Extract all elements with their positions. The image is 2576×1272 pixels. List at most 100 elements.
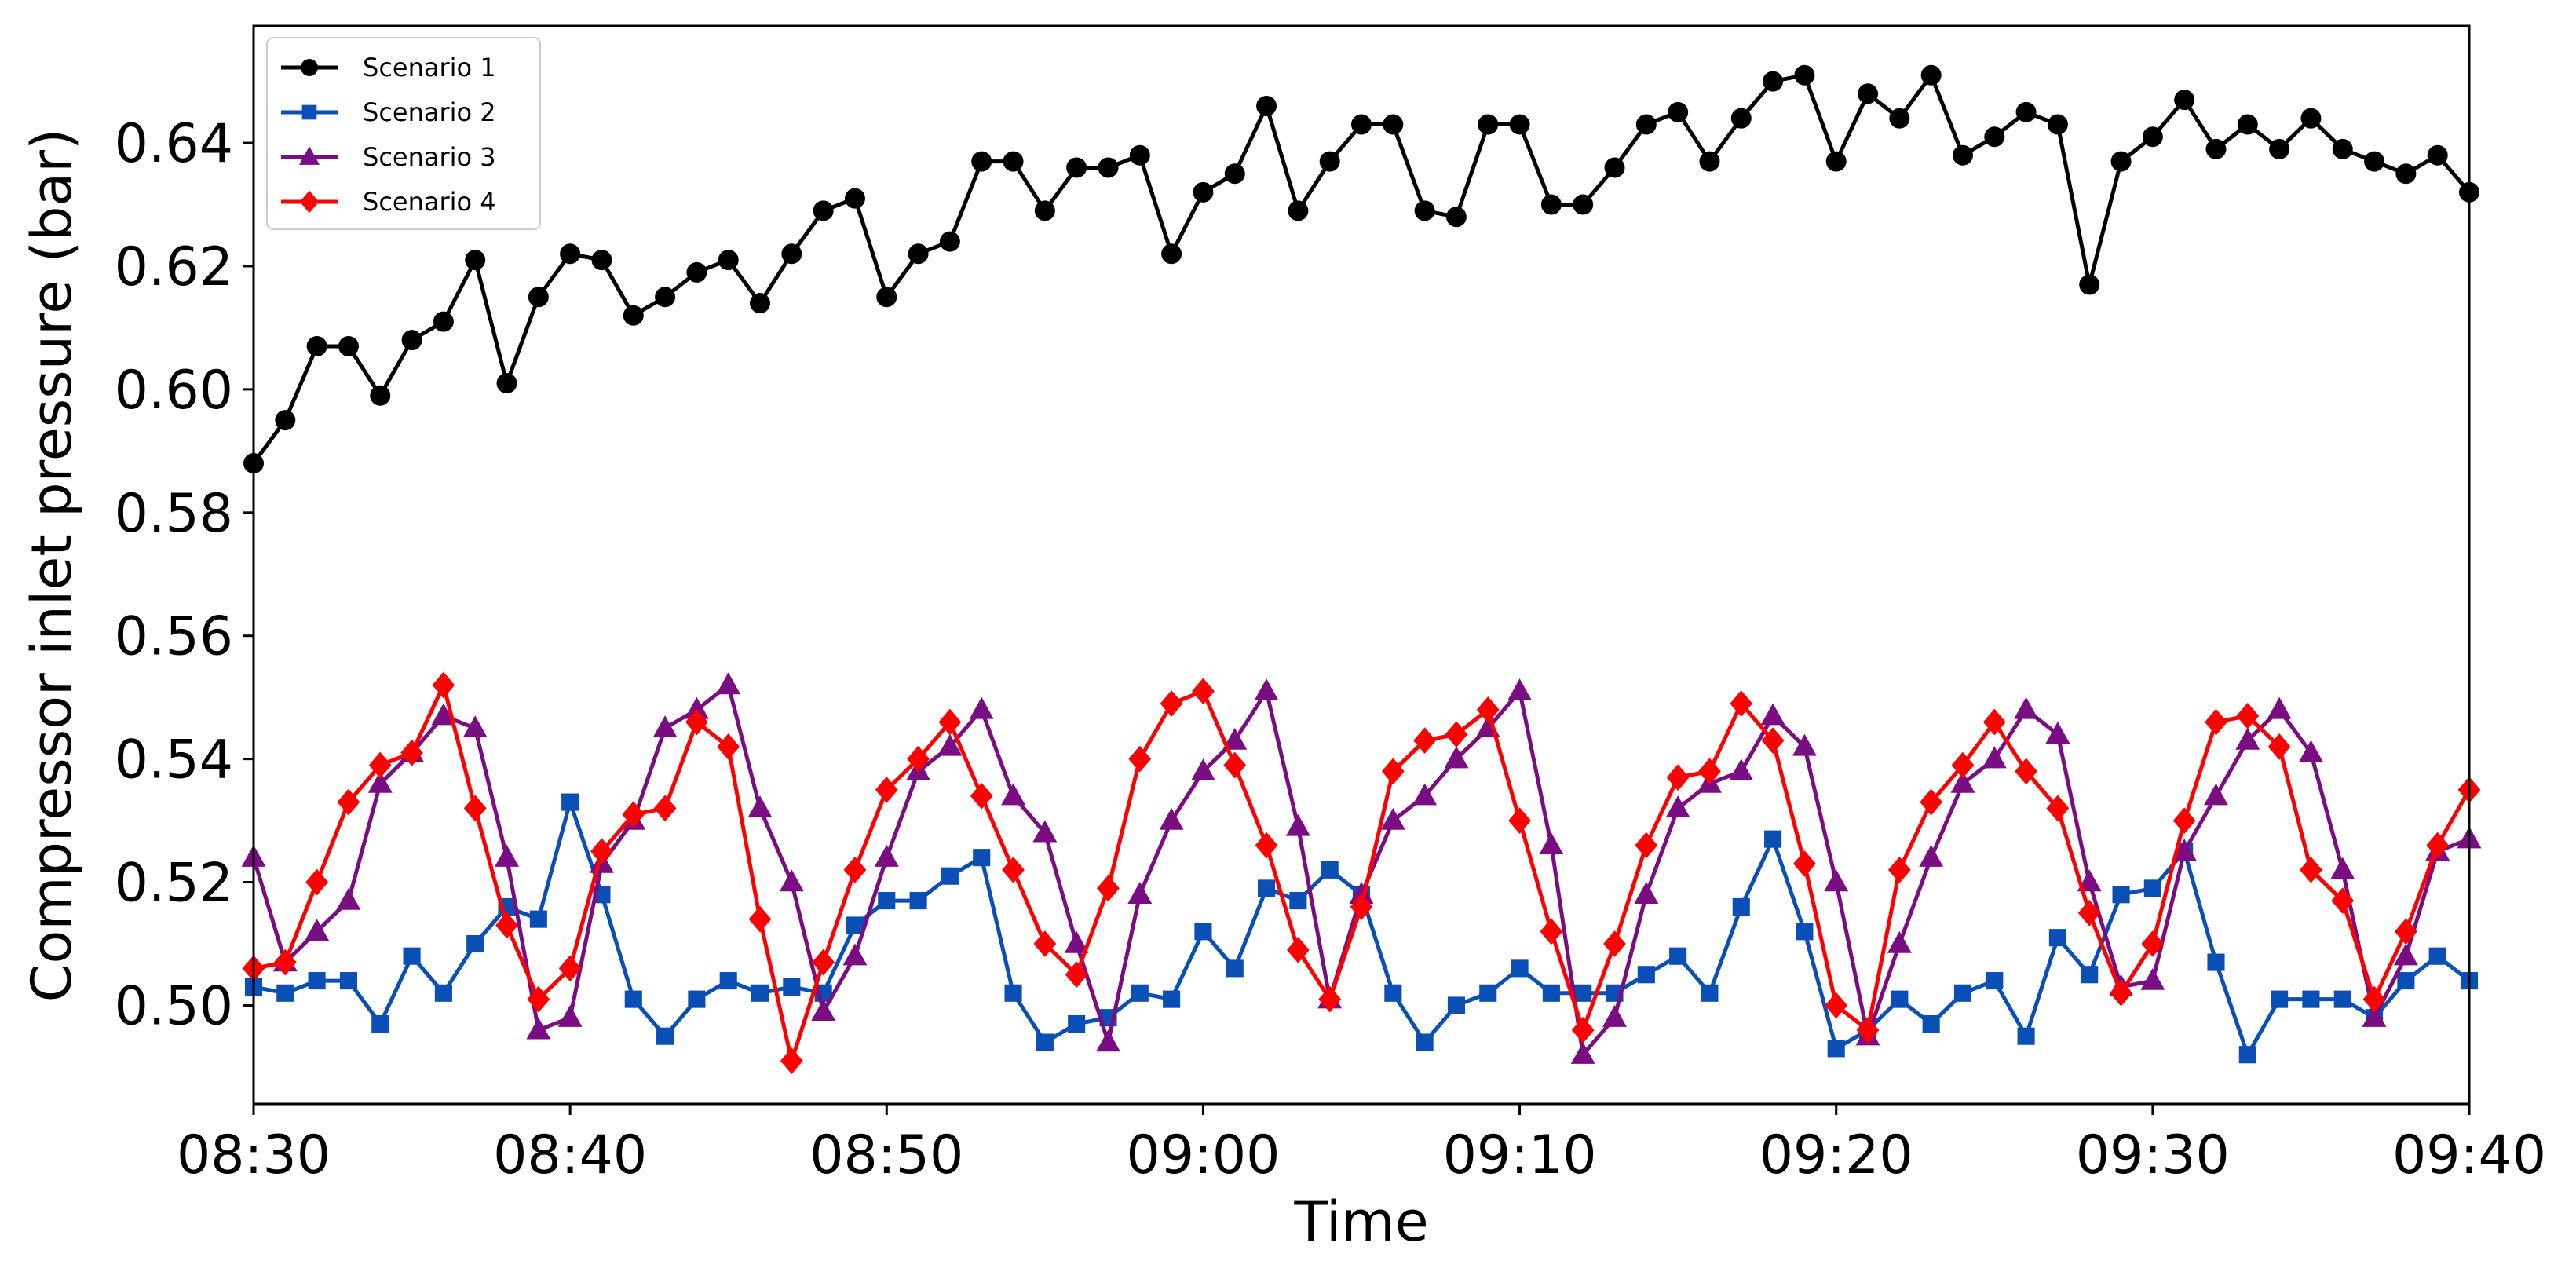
marker-square: [1258, 879, 1276, 897]
marker-square: [1986, 972, 2004, 990]
marker-triangle: [1982, 746, 2007, 769]
marker-circle: [2142, 126, 2163, 148]
marker-circle: [306, 335, 327, 356]
marker-diamond: [1982, 708, 2006, 736]
marker-square: [1953, 984, 1972, 1002]
marker-square: [1827, 1040, 1845, 1058]
marker-diamond: [2331, 887, 2355, 914]
marker-diamond: [2236, 702, 2260, 729]
series-scenario-1: [243, 64, 2479, 474]
marker-square: [434, 984, 452, 1002]
marker-triangle: [336, 887, 361, 910]
marker-circle: [1540, 194, 1562, 215]
legend-entry: Scenario 1: [281, 53, 496, 82]
marker-square: [1511, 959, 1529, 978]
marker-square: [1416, 1033, 1434, 1051]
marker-diamond: [938, 708, 962, 736]
marker-triangle: [2204, 783, 2228, 806]
x-tick-label: 08:30: [177, 1124, 331, 1186]
plot-frame: [252, 24, 2471, 1106]
marker-triangle: [298, 146, 320, 165]
marker-square: [1542, 984, 1560, 1002]
marker-circle: [1129, 144, 1150, 166]
marker-square: [529, 910, 547, 928]
marker-square: [2048, 929, 2066, 947]
marker-diamond: [1476, 696, 1500, 723]
marker-triangle: [937, 733, 963, 756]
marker-triangle: [1602, 1004, 1627, 1027]
marker-diamond: [495, 912, 518, 939]
y-tick-label: 0.52: [115, 853, 233, 915]
marker-triangle: [1665, 795, 1690, 818]
marker-square: [276, 984, 294, 1002]
marker-square: [1701, 984, 1719, 1002]
marker-triangle: [779, 869, 804, 892]
marker-diamond: [1223, 751, 1247, 779]
marker-diamond: [780, 1047, 803, 1074]
marker-diamond: [685, 708, 708, 736]
marker-square: [1036, 1033, 1054, 1051]
marker-circle: [1003, 151, 1024, 172]
marker-square: [656, 1027, 674, 1045]
marker-square: [1194, 923, 1212, 941]
marker-diamond: [1192, 678, 1215, 705]
marker-square: [973, 849, 991, 867]
legend-entry: Scenario 2: [281, 97, 496, 127]
x-tick-label: 09:20: [1759, 1124, 1913, 1186]
marker-diamond: [1097, 875, 1120, 902]
marker-circle: [1351, 114, 1372, 135]
marker-triangle: [1412, 783, 1438, 806]
marker-circle: [338, 335, 359, 356]
marker-square: [1637, 966, 1655, 984]
marker-triangle: [2298, 740, 2323, 762]
marker-square: [941, 867, 959, 885]
x-tick-label: 09:30: [2076, 1124, 2230, 1186]
marker-square: [2271, 990, 2289, 1008]
marker-diamond: [1255, 832, 1278, 859]
marker-circle: [939, 231, 960, 252]
marker-circle: [301, 59, 318, 76]
marker-diamond: [622, 801, 645, 828]
marker-triangle: [811, 999, 836, 1022]
legend-entry: Scenario 3: [281, 142, 496, 172]
x-axis-ticks: 08:30 08:40 08:50 09:00 09:10 09:20 09:30 09:40: [177, 1104, 2546, 1186]
marker-square: [719, 972, 737, 990]
marker-diamond: [2141, 930, 2165, 957]
marker-triangle: [2140, 967, 2165, 990]
marker-diamond: [558, 955, 582, 982]
marker-triangle: [431, 703, 456, 726]
marker-circle: [1383, 114, 1404, 135]
y-axis-label: Compressor inlet pressure (bar): [20, 129, 84, 1003]
marker-circle: [2237, 114, 2258, 135]
marker-triangle: [2077, 869, 2102, 892]
legend-label: Scenario 4: [363, 187, 496, 217]
marker-diamond: [1318, 985, 1342, 1013]
marker-triangle: [1507, 678, 1533, 701]
marker-triangle: [1254, 678, 1279, 701]
marker-square: [1226, 959, 1244, 978]
marker-triangle: [1064, 930, 1089, 953]
marker-square: [1321, 861, 1339, 879]
marker-square: [561, 793, 579, 811]
marker-circle: [876, 287, 897, 308]
marker-triangle: [1127, 881, 1153, 904]
marker-square: [2333, 990, 2351, 1008]
marker-square: [751, 984, 769, 1002]
marker-square: [466, 934, 484, 953]
marker-circle: [1794, 64, 1815, 86]
marker-diamond: [2015, 758, 2037, 785]
x-tick-label: 09:00: [1126, 1124, 1280, 1186]
marker-circle: [1952, 144, 1973, 166]
marker-circle: [2332, 138, 2353, 159]
marker-diamond: [2362, 985, 2386, 1013]
y-tick-label: 0.54: [115, 729, 233, 791]
x-tick-label: 08:40: [493, 1124, 647, 1186]
marker-circle: [1161, 243, 1182, 265]
marker-diamond: [305, 868, 328, 896]
marker-triangle: [2267, 696, 2292, 719]
marker-circle: [433, 311, 454, 332]
marker-diamond: [1666, 764, 1690, 791]
marker-circle: [528, 287, 549, 308]
marker-triangle: [495, 844, 519, 867]
